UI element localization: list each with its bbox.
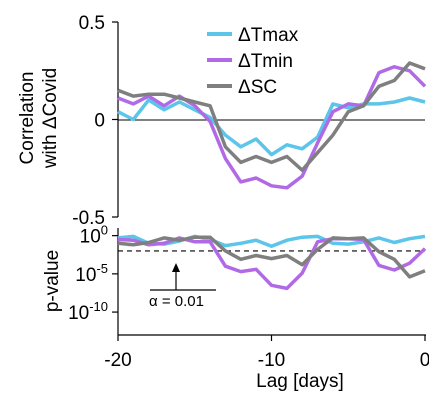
correlation-series [117,61,427,190]
x-tick-label: -10 [258,350,285,371]
pvalue-y-ticks: 100 10-5 10-10 [68,223,118,324]
pvalue-y-tick-label: 10-10 [68,299,108,324]
alpha-label: α = 0.01 [149,293,204,310]
pvalue-y-tick-label: 100 [80,223,108,248]
correlation-line-1 [117,65,427,190]
pvalue-y-tick-label: 10-5 [75,261,108,286]
correlation-y-tick-label: 0.5 [79,13,105,34]
correlation-y-tick-label: 0 [94,111,105,132]
pvalue-ylabel: p-value [42,250,63,312]
correlation-ylabel-line1: Correlation [17,72,38,165]
pvalue-line-2 [117,235,426,279]
legend: ΔTmax ΔTmin ΔSC [207,25,299,98]
alpha-arrow-head [172,263,180,272]
legend-label-tmin: ΔTmin [238,51,293,72]
correlation-panel: 0.5 0 -0.5 Correlation with ΔCovid ΔTmax Δ… [17,13,427,229]
x-tick-label: 0 [420,350,429,371]
pvalue-panel: 100 10-5 10-10 -20 -10 0 α = 0.01 p-value La… [42,223,429,392]
correlation-ylabel-line2: with ΔCovid [40,68,61,169]
correlation-y-ticks: 0.5 0 -0.5 [72,13,118,229]
x-axis-label: Lag [days] [256,371,344,392]
pvalue-series [117,234,427,291]
correlation-y-tick-label: -0.5 [72,208,105,229]
legend-label-tmax: ΔTmax [238,25,299,46]
alpha-annotation: α = 0.01 [149,263,216,310]
pvalue-x-ticks: -20 -10 0 [104,335,429,371]
legend-label-sc: ΔSC [238,77,277,98]
correlation-line-0 [117,96,426,157]
x-tick-label: -20 [104,350,131,371]
pvalue-line-1 [117,236,427,291]
correlation-line-2 [117,61,426,172]
